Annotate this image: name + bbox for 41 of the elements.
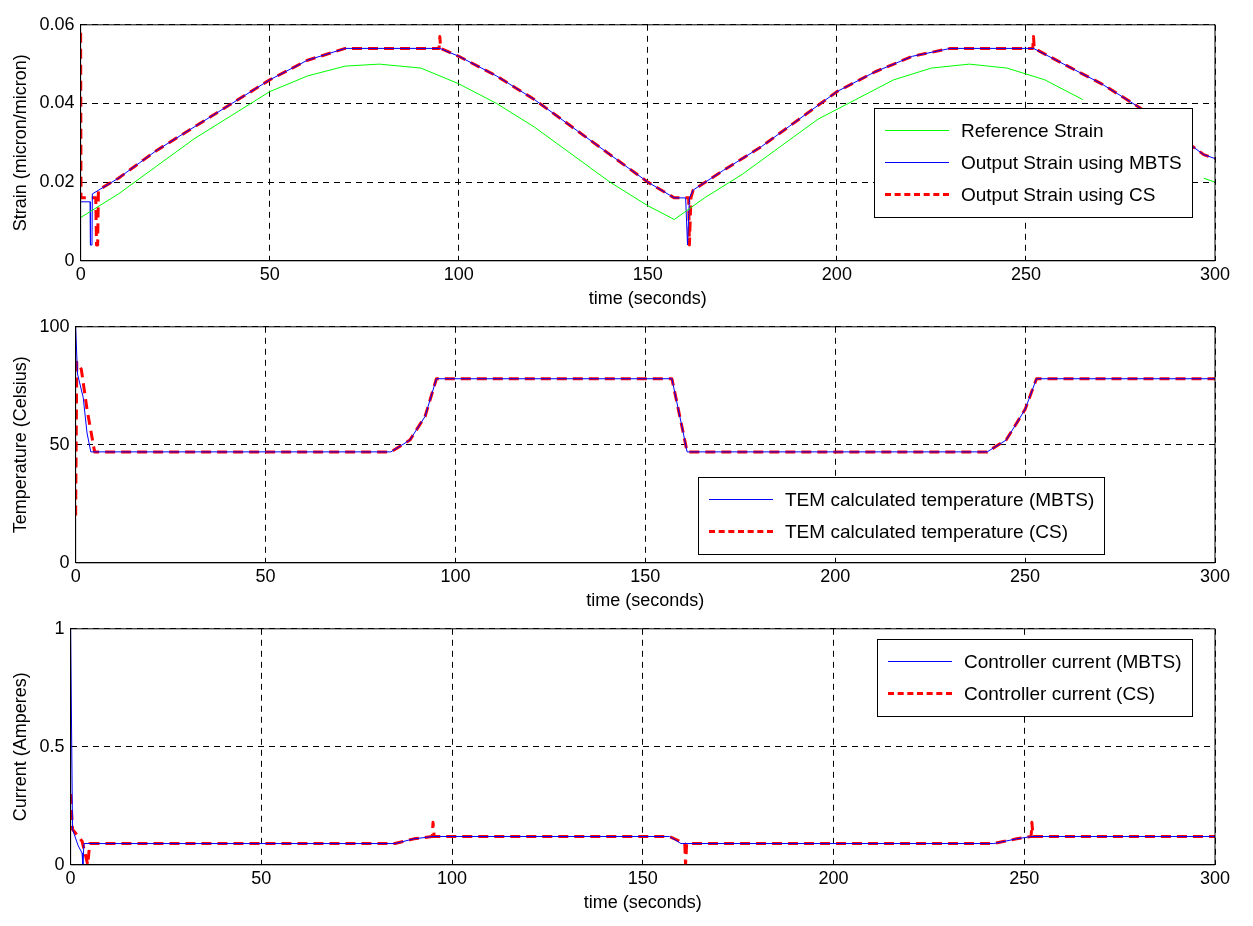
- x-tick-label: 150: [632, 263, 663, 284]
- y-tick-label: 50: [49, 433, 70, 454]
- y-axis-title: Temperature (Celsius): [9, 356, 30, 534]
- x-tick-label: 250: [1010, 565, 1041, 586]
- x-tick-label: 200: [818, 867, 849, 888]
- y-axis-title: Current (Amperes): [9, 672, 30, 822]
- legend-label: Output Strain using CS: [961, 183, 1156, 206]
- x-tick-label: 300: [1199, 263, 1231, 284]
- x-axis-title: time (seconds): [586, 590, 705, 611]
- x-tick-label: 200: [820, 565, 851, 586]
- legend-label: TEM calculated temperature (CS): [785, 520, 1068, 543]
- y-tick-label: 0.5: [39, 735, 65, 756]
- y-tick-label: 1: [54, 617, 65, 638]
- y-tick-label: 0: [64, 249, 75, 270]
- x-axis-title: time (seconds): [588, 288, 707, 309]
- y-tick-label: 0: [59, 551, 70, 572]
- x-tick-label: 150: [627, 867, 658, 888]
- y-tick-label: 100: [39, 315, 70, 336]
- y-tick-label: 0: [54, 853, 65, 874]
- y-tick-label: 0.04: [39, 92, 75, 113]
- x-tick-label: 100: [440, 565, 471, 586]
- x-tick-label: 50: [251, 867, 272, 888]
- legend-label: Reference Strain: [961, 119, 1104, 142]
- x-tick-label: 300: [1199, 565, 1231, 586]
- y-tick-label: 0.02: [39, 171, 75, 192]
- legend-label: Controller current (CS): [964, 682, 1156, 705]
- x-tick-label: 250: [1009, 867, 1040, 888]
- x-tick-label: 150: [630, 565, 661, 586]
- legend-label: Controller current (MBTS): [964, 650, 1182, 673]
- legend-label: TEM calculated temperature (MBTS): [785, 488, 1095, 511]
- x-axis-title: time (seconds): [583, 892, 702, 913]
- y-axis-title: Strain (micron/micron): [9, 54, 30, 232]
- x-tick-label: 300: [1199, 867, 1231, 888]
- x-tick-label: 250: [1010, 263, 1041, 284]
- legend-label: Output Strain using MBTS: [961, 151, 1182, 174]
- x-tick-label: 200: [821, 263, 852, 284]
- x-tick-label: 50: [259, 263, 280, 284]
- y-tick-label: 0.06: [39, 13, 75, 34]
- x-tick-label: 50: [255, 565, 276, 586]
- x-tick-label: 100: [443, 263, 474, 284]
- x-tick-label: 100: [437, 867, 468, 888]
